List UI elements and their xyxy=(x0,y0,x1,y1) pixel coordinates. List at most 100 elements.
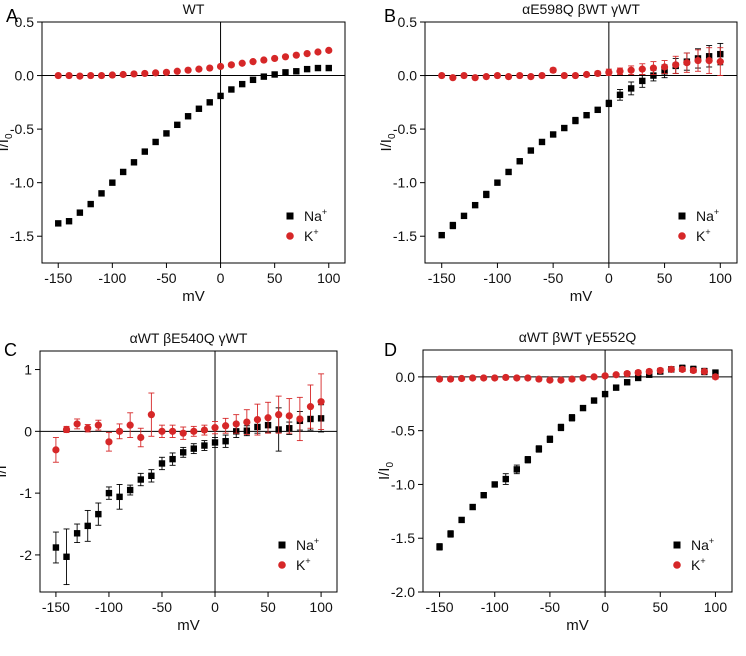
k-point xyxy=(672,61,680,69)
y-tick-label: -1.0 xyxy=(10,175,34,191)
k-point xyxy=(601,372,609,380)
y-tick-label: 0.0 xyxy=(398,68,418,84)
k-point xyxy=(130,70,138,78)
k-point xyxy=(76,72,84,80)
k-point xyxy=(216,62,225,71)
na-point xyxy=(195,105,203,112)
na-point xyxy=(137,476,144,483)
x-tick-label: 100 xyxy=(704,599,728,615)
legend-label-superscript: + xyxy=(709,536,714,546)
k-point xyxy=(84,424,92,432)
na-point xyxy=(568,414,576,421)
na-point xyxy=(527,147,535,154)
k-point xyxy=(206,64,214,72)
x-tick-label: -100 xyxy=(95,599,123,615)
k-point xyxy=(158,427,166,435)
k-point xyxy=(264,414,272,422)
k-point xyxy=(296,415,304,423)
na-point xyxy=(494,179,501,186)
x-tick-label: 50 xyxy=(657,270,673,286)
k-point xyxy=(195,65,203,73)
k-point xyxy=(173,67,181,75)
k-point xyxy=(306,403,315,411)
na-point xyxy=(148,472,155,480)
na-point xyxy=(471,201,479,209)
y-axis-label: I/I0 xyxy=(378,133,398,152)
legend-label: Na+ xyxy=(691,536,714,553)
k-point xyxy=(54,71,62,80)
legend-label: Na+ xyxy=(304,207,327,224)
na-point xyxy=(538,138,546,146)
na-point xyxy=(524,456,532,463)
k-point xyxy=(303,49,311,58)
y-axis-label-subscript: 0 xyxy=(4,133,15,139)
k-point xyxy=(253,415,262,424)
k-point xyxy=(649,64,658,72)
legend: Na+ K+ xyxy=(673,536,714,573)
panel-d: -150 -100 -50 0 50 100 -2.0 -1.5 -1.0 -0.5 0.0 αWT … xyxy=(376,329,733,634)
k-series xyxy=(435,365,720,384)
k-point xyxy=(560,71,568,80)
k-point xyxy=(243,418,251,426)
k-point xyxy=(260,56,268,64)
na-point xyxy=(73,530,81,537)
k-point xyxy=(656,366,664,375)
na-point xyxy=(535,445,543,453)
na-point xyxy=(623,379,631,386)
legend-label-superscript: + xyxy=(322,207,327,217)
k-point xyxy=(126,421,134,429)
na-point xyxy=(469,503,476,511)
k-point xyxy=(480,374,488,382)
legend-label-superscript: + xyxy=(714,207,719,217)
k-point xyxy=(623,370,631,378)
na-point xyxy=(271,71,278,78)
plot-frame xyxy=(39,350,338,593)
na-point xyxy=(174,121,181,129)
y-tick-label: 0.0 xyxy=(396,369,416,385)
na-point xyxy=(325,64,332,72)
k-point xyxy=(527,73,535,81)
na-point xyxy=(228,86,235,93)
na-point xyxy=(109,179,116,186)
x-tick-label: -50 xyxy=(543,270,563,286)
plot-frame xyxy=(422,349,733,593)
na-point xyxy=(449,222,457,229)
na-point xyxy=(206,99,213,106)
x-axis-label: mV xyxy=(570,288,593,305)
k-point xyxy=(471,74,479,82)
na-point xyxy=(447,530,454,538)
k-point xyxy=(108,71,116,79)
k-point xyxy=(152,69,160,77)
k-point xyxy=(493,71,502,80)
na-point xyxy=(126,486,134,494)
legend-swatch-na xyxy=(678,212,686,220)
k-point xyxy=(678,365,686,373)
x-tick-label: 50 xyxy=(652,599,668,615)
k-point xyxy=(502,373,510,382)
x-tick-label: 0 xyxy=(601,599,609,615)
legend-swatch-k xyxy=(678,232,686,240)
x-tick-label: 0 xyxy=(217,270,225,286)
y-tick-label: -1.0 xyxy=(393,175,417,191)
k-point xyxy=(667,365,675,373)
k-point xyxy=(571,71,580,80)
data-layer xyxy=(438,42,724,239)
na-point xyxy=(63,553,70,560)
na-point xyxy=(712,369,719,376)
x-tick-label: -100 xyxy=(481,599,509,615)
k-series xyxy=(438,47,724,82)
k-point xyxy=(634,368,642,377)
na-point xyxy=(590,397,598,404)
na-point xyxy=(119,168,127,176)
k-point xyxy=(660,63,669,71)
na-point xyxy=(634,374,642,382)
na-point xyxy=(483,191,490,198)
legend-label: K+ xyxy=(296,556,311,573)
y-tick-label: 0.5 xyxy=(15,14,35,30)
panel-b: -150 -100 -50 0 50 100 -1.5 -1.0 -0.5 0.0 0.5 αE598… xyxy=(378,1,738,305)
k-point xyxy=(211,424,219,432)
panel-c: -150 -100 -50 0 50 100 -2 -1 0 1 αWT βE540Q γWT CmV… xyxy=(0,330,338,634)
k-point xyxy=(184,66,192,74)
k-point xyxy=(535,375,543,383)
k-point xyxy=(513,374,521,382)
